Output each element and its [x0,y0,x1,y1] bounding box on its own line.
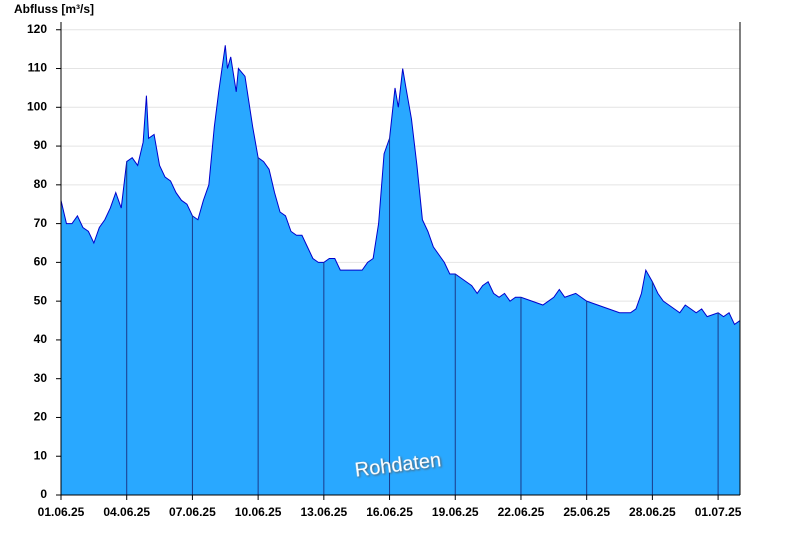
y-tick-label: 0 [40,487,47,501]
y-tick-label: 80 [34,177,48,191]
x-tick-label: 07.06.25 [169,505,216,519]
area [61,45,740,495]
y-tick-label: 20 [34,410,48,424]
x-tick-label: 25.06.25 [563,505,610,519]
y-tick-label: 40 [34,332,48,346]
y-tick-label: 70 [34,216,48,230]
y-tick-label: 90 [34,138,48,152]
x-tick-label: 22.06.25 [498,505,545,519]
x-tick-label: 04.06.25 [103,505,150,519]
x-tick-label: 16.06.25 [366,505,413,519]
y-tick-label: 120 [27,22,47,36]
x-tick-label: 10.06.25 [235,505,282,519]
x-tick-label: 01.07.25 [695,505,742,519]
x-tick-label: 13.06.25 [300,505,347,519]
y-tick-label: 10 [34,448,48,462]
x-tick-label: 01.06.25 [38,505,85,519]
x-tick-label: 19.06.25 [432,505,479,519]
y-axis-title: Abfluss [m³/s] [14,2,94,16]
line [60,45,741,326]
y-tick-label: 50 [34,293,48,307]
y-tick-label: 110 [28,61,48,75]
y-tick-label: 60 [34,255,48,269]
y-tick-label: 30 [34,371,48,385]
y-tick-label: 100 [27,99,47,113]
x-tick-label: 28.06.25 [629,505,676,519]
